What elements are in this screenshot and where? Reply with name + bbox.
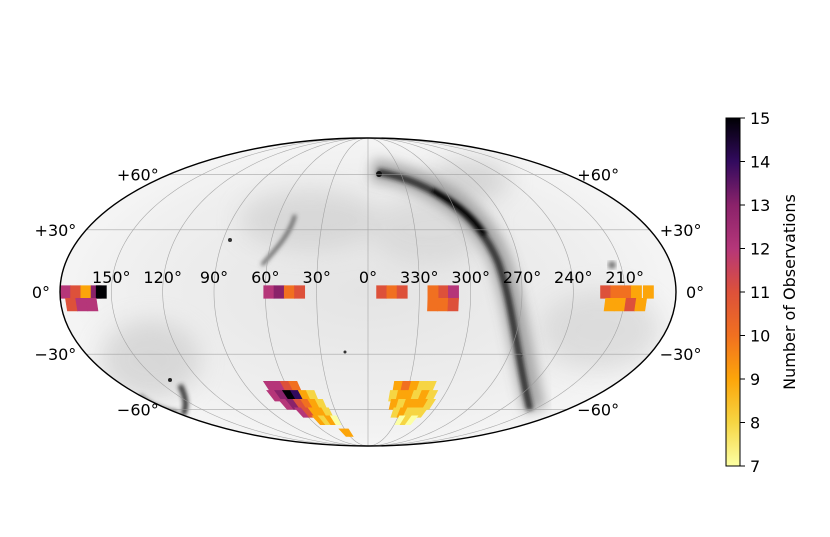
observation-cell <box>376 285 388 299</box>
colorbar-gradient <box>725 117 741 467</box>
longitude-tick-label: 210° <box>605 268 644 287</box>
observation-cell <box>642 285 654 299</box>
longitude-tick-label: 150° <box>92 268 131 287</box>
colorbar-tick-label: 13 <box>750 196 770 215</box>
colorbar-tick-label: 8 <box>750 414 760 433</box>
observation-cell <box>600 285 612 299</box>
latitude-tick-label: 0° <box>32 283 50 302</box>
observation-cell <box>610 285 622 299</box>
latitude-tick-label: −30° <box>35 345 77 364</box>
latitude-tick-label: −60° <box>117 400 159 419</box>
colorbar-tick-label: 10 <box>750 327 770 346</box>
colorbar-tick-label: 7 <box>750 457 760 476</box>
latitude-tick-label: +30° <box>660 221 702 240</box>
colorbar-label: Number of Observations <box>780 194 799 390</box>
longitude-tick-label: 120° <box>143 268 182 287</box>
observation-cell <box>263 285 275 299</box>
longitude-tick-label: 240° <box>554 268 593 287</box>
longitude-tick-label: 30° <box>303 268 331 287</box>
colorbar-tick-label: 14 <box>750 153 770 172</box>
observation-cell <box>630 285 642 299</box>
observation-cell <box>386 285 398 299</box>
observation-cell <box>338 428 351 437</box>
latitude-tick-label: +60° <box>117 166 159 185</box>
observation-cell <box>85 298 99 312</box>
observation-cell <box>273 285 285 299</box>
observation-cell <box>396 285 408 299</box>
colorbar-tick-label: 9 <box>750 370 760 389</box>
observation-cell <box>620 285 632 299</box>
observation-cell <box>294 285 306 299</box>
longitude-tick-label: 300° <box>451 268 490 287</box>
observation-cell <box>437 298 449 312</box>
colorbar-tick-label: 12 <box>750 240 770 259</box>
observation-cell <box>427 298 439 312</box>
observation-cell <box>80 285 92 299</box>
observation-cell <box>60 285 71 299</box>
latitude-tick-labels-left: +60° +30° 0° −30° −60° <box>32 166 159 420</box>
observation-cell <box>421 399 437 410</box>
observation-cell <box>95 285 107 299</box>
longitude-tick-labels: 150° 120° 90° 60° 30° 0° 330° 300° 270° 240° 210° <box>92 268 644 287</box>
latitude-tick-label: +30° <box>35 221 77 240</box>
colorbar-tick-label: 15 <box>750 109 770 128</box>
observation-cell <box>427 285 439 299</box>
colorbar: 7 8 9 10 11 12 13 14 15 Number of Observations <box>725 109 799 476</box>
colorbar-ticks: 7 8 9 10 11 12 13 14 15 <box>740 109 770 476</box>
longitude-tick-label: 270° <box>503 268 542 287</box>
observation-cell <box>448 285 459 299</box>
latitude-tick-label: −30° <box>660 345 702 364</box>
observation-cell <box>447 298 459 312</box>
longitude-tick-label: 60° <box>251 268 279 287</box>
latitude-tick-labels-right: +60° +30° 0° −30° −60° <box>577 166 704 420</box>
map-outline <box>59 137 677 447</box>
observation-cell <box>437 285 449 299</box>
observation-cell <box>70 285 82 299</box>
observation-cell <box>603 298 617 312</box>
latitude-tick-label: −60° <box>577 400 619 419</box>
observation-fields <box>60 285 654 437</box>
longitude-tick-label: 0° <box>359 268 377 287</box>
observation-cell <box>613 298 627 312</box>
colorbar-tick-label: 11 <box>750 283 770 302</box>
observation-cell <box>414 407 429 418</box>
longitude-tick-label: 90° <box>200 268 228 287</box>
latitude-tick-label: 0° <box>686 283 704 302</box>
latitude-tick-label: +60° <box>577 166 619 185</box>
observation-cell <box>283 285 295 299</box>
observation-cell <box>329 415 342 426</box>
observation-cell <box>634 298 648 312</box>
longitude-tick-label: 330° <box>400 268 439 287</box>
observation-cell <box>404 415 419 426</box>
